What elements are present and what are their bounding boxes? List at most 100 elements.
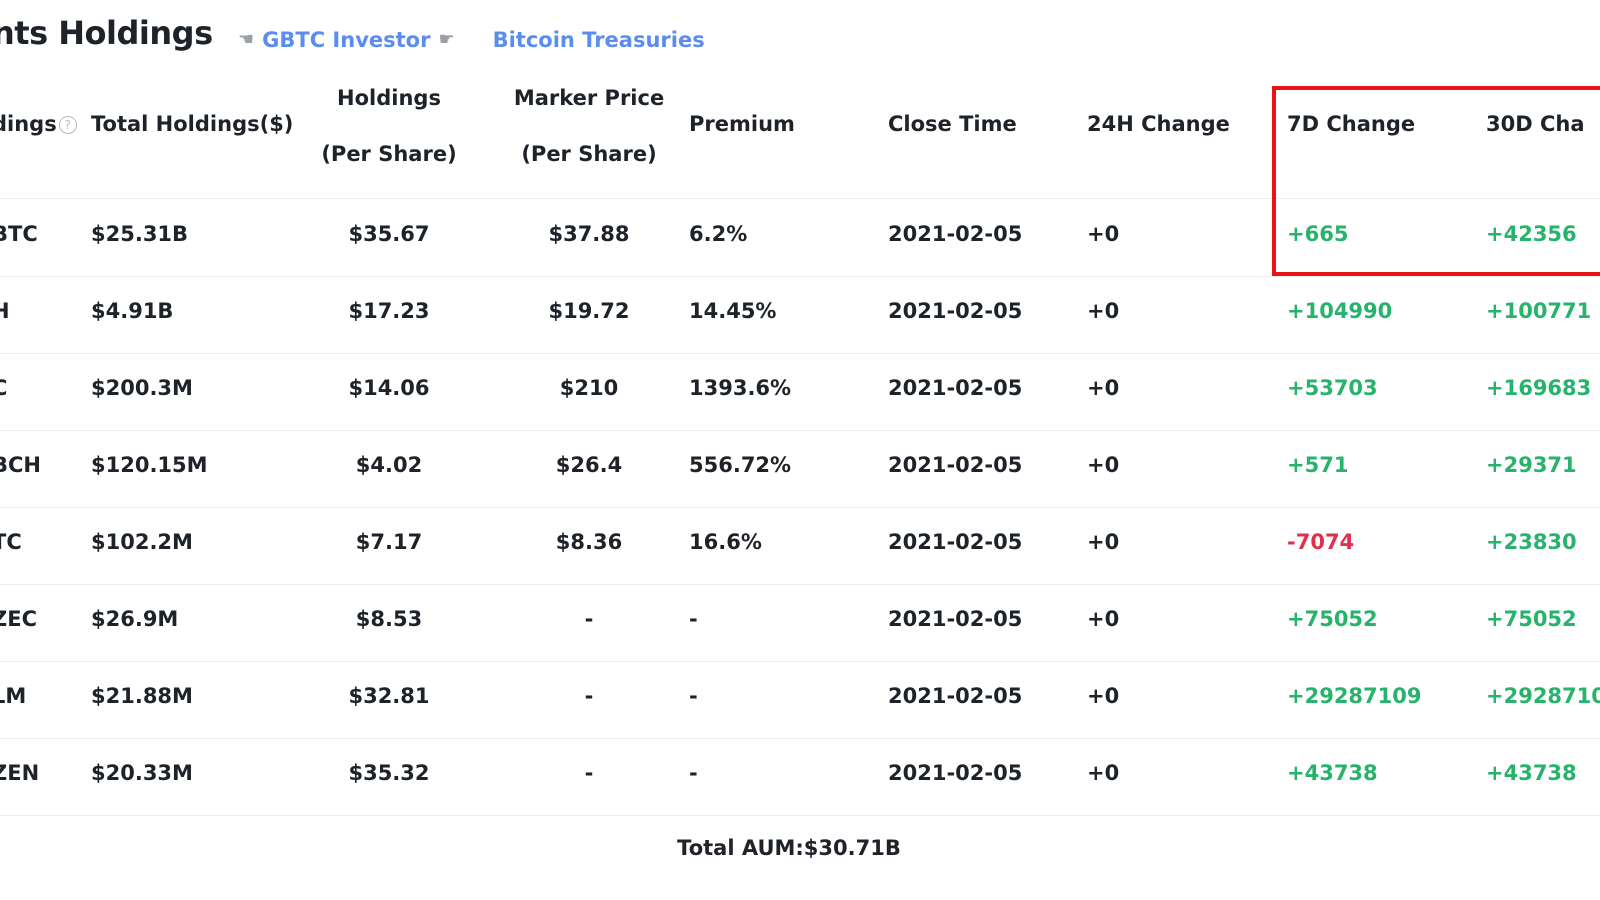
row-divider [0,276,1600,277]
cell-30d-change: +29287109 [1486,684,1600,708]
header-holdings-per-share: Holdings (Per Share) [321,70,456,182]
cell-7d-change: -7074 [1287,530,1355,554]
cell-market-price: $8.36 [555,530,623,554]
cell-30d-change: +169683 [1486,376,1592,400]
cell-market-price: - [584,761,594,785]
cell-market-price: $19.72 [548,299,630,323]
row-divider [0,738,1600,739]
header-total-holdings: Total Holdings($) [91,112,294,136]
cell-total-holdings: $26.9M [91,607,179,631]
header-market-price-line1: Marker Price [513,86,665,110]
header-holdings-per-share-line2: (Per Share) [321,142,457,166]
row-divider [0,815,1600,816]
cell-asset: TC [0,530,22,554]
header-24h-change: 24H Change [1087,112,1230,136]
cell-close-time: 2021-02-05 [888,299,1023,323]
cell-market-price: - [584,684,594,708]
cell-asset: BCH [0,453,41,477]
cell-close-time: 2021-02-05 [888,607,1023,631]
cell-holdings-per-share: $35.32 [348,761,430,785]
cell-holdings-per-share: $7.17 [355,530,423,554]
help-icon[interactable]: ? [58,116,77,134]
cell-total-holdings: $200.3M [91,376,193,400]
cell-24h-change: +0 [1087,761,1120,785]
cell-premium: 6.2% [689,222,748,246]
cell-30d-change: +23830 [1486,530,1577,554]
row-divider [0,430,1600,431]
cell-market-price: $210 [559,376,619,400]
cell-asset: ZEC [0,607,37,631]
cell-total-holdings: $102.2M [91,530,193,554]
cell-30d-change: +29371 [1486,453,1577,477]
cell-close-time: 2021-02-05 [888,530,1023,554]
cell-7d-change: +53703 [1287,376,1378,400]
header-market-price: Marker Price (Per Share) [514,70,664,182]
highlight-box [1272,86,1600,276]
bitcoin-treasuries-link[interactable]: Bitcoin Treasuries [492,28,705,52]
header-7d-change: 7D Change [1287,112,1416,136]
cell-close-time: 2021-02-05 [888,222,1023,246]
cell-24h-change: +0 [1087,376,1120,400]
cell-holdings-per-share: $4.02 [355,453,423,477]
cell-24h-change: +0 [1087,530,1120,554]
cell-30d-change: +42356 [1486,222,1577,246]
cell-24h-change: +0 [1087,607,1120,631]
cell-30d-change: +100771 [1486,299,1592,323]
cell-market-price: - [584,607,594,631]
cell-30d-change: +43738 [1486,761,1577,785]
arrow-left-icon[interactable]: ☚ [238,29,255,50]
header-30d-change: 30D Cha [1486,112,1585,136]
row-divider [0,661,1600,662]
cell-total-holdings: $4.91B [91,299,174,323]
header-holdings: dings? [0,112,77,136]
header-holdings-per-share-line1: Holdings [337,86,441,110]
header-holdings-label: dings [0,112,57,136]
header-close-time: Close Time [888,112,1017,136]
cell-market-price: $37.88 [548,222,630,246]
cell-premium: 1393.6% [689,376,792,400]
cell-24h-change: +0 [1087,299,1120,323]
row-divider [0,584,1600,585]
cell-asset: ZEN [0,761,40,785]
cell-7d-change: +571 [1287,453,1349,477]
row-divider [0,353,1600,354]
header-market-price-line2: (Per Share) [521,142,657,166]
cell-holdings-per-share: $35.67 [348,222,430,246]
cell-holdings-per-share: $32.81 [348,684,430,708]
cell-holdings-per-share: $14.06 [348,376,430,400]
cell-24h-change: +0 [1087,222,1120,246]
cell-close-time: 2021-02-05 [888,761,1023,785]
cell-30d-change: +75052 [1486,607,1577,631]
cell-market-price: $26.4 [555,453,623,477]
cell-close-time: 2021-02-05 [888,684,1023,708]
cell-premium: - [689,684,698,708]
cell-premium: 556.72% [689,453,792,477]
cell-holdings-per-share: $17.23 [348,299,430,323]
cell-close-time: 2021-02-05 [888,376,1023,400]
cell-total-holdings: $25.31B [91,222,189,246]
cell-premium: - [689,761,698,785]
cell-7d-change: +75052 [1287,607,1378,631]
cell-asset: BTC [0,222,38,246]
cell-total-holdings: $21.88M [91,684,193,708]
cell-asset: H [0,299,10,323]
cell-premium: 16.6% [689,530,762,554]
header-premium: Premium [689,112,795,136]
page-nav: ☚ GBTC Investor ☛ Bitcoin Treasuries [238,26,713,54]
cell-24h-change: +0 [1087,453,1120,477]
arrow-right-icon[interactable]: ☛ [438,29,455,50]
cell-asset: LM [0,684,27,708]
cell-7d-change: +29287109 [1287,684,1422,708]
cell-total-holdings: $20.33M [91,761,193,785]
cell-24h-change: +0 [1087,684,1120,708]
row-divider [0,507,1600,508]
cell-7d-change: +43738 [1287,761,1378,785]
cell-holdings-per-share: $8.53 [355,607,423,631]
gbtc-investor-link[interactable]: GBTC Investor [262,28,431,52]
cell-close-time: 2021-02-05 [888,453,1023,477]
cell-asset: C [0,376,7,400]
page-title: nts Holdings [0,14,213,52]
cell-7d-change: +665 [1287,222,1349,246]
header-divider [0,198,1600,199]
